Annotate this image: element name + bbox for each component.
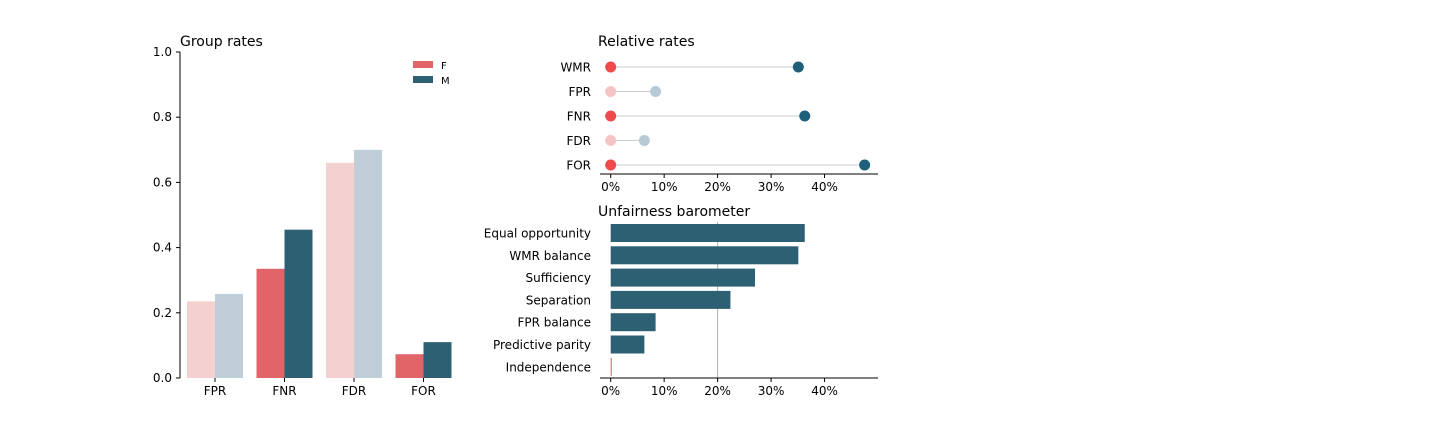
- bar-wmr-balance: [610, 246, 799, 265]
- unfairness-barometer-chart: Unfairness barometer Equal opportunity WM…: [484, 204, 878, 398]
- bar-fnr-f: [256, 268, 285, 378]
- bar-independence: [610, 357, 612, 376]
- bar-equal-opportunity: [610, 224, 805, 242]
- point-fnr-m: [799, 110, 811, 122]
- point-wmr-f: [605, 61, 617, 73]
- y-tick-label: 0.6: [153, 175, 172, 189]
- relative-rates-title: Relative rates: [598, 34, 695, 50]
- y-tick-label: 0.0: [153, 371, 172, 385]
- point-fpr-m: [650, 86, 662, 97]
- group-rates-chart: Group rates F M FPR FNR FDR FOR 0.0 0.2 0.4 0.6…: [153, 34, 452, 398]
- x-tick-label: 30%: [758, 384, 785, 398]
- point-for-f: [605, 159, 617, 171]
- y-tick-label: FDR: [567, 134, 591, 148]
- point-wmr-m: [792, 61, 804, 73]
- x-tick-label: 40%: [811, 384, 838, 398]
- point-fdr-f: [605, 135, 617, 146]
- point-fpr-f: [605, 86, 617, 97]
- y-tick-label: FPR: [569, 85, 591, 99]
- y-tick-label: WMR: [560, 61, 591, 75]
- legend-label-m: M: [441, 76, 450, 87]
- y-tick-label: 0.8: [153, 110, 172, 124]
- y-tick-label: Equal opportunity: [484, 227, 591, 241]
- bar-fpr-m: [215, 293, 243, 378]
- x-tick-label: FDR: [342, 384, 366, 398]
- bar-fpr-balance: [610, 313, 656, 332]
- point-for-m: [859, 159, 871, 171]
- bar-predictive-parity: [610, 335, 645, 354]
- x-tick-label: 10%: [651, 180, 678, 194]
- group-rates-legend: F M: [413, 61, 450, 87]
- y-tick-label: WMR balance: [509, 249, 591, 263]
- y-tick-label: FNR: [567, 110, 591, 124]
- bar-sufficiency: [610, 268, 756, 287]
- y-tick-label: 1.0: [153, 45, 172, 59]
- y-tick-label: FOR: [566, 159, 591, 173]
- x-tick-label: 40%: [811, 180, 838, 194]
- x-tick-label: 20%: [704, 384, 731, 398]
- group-rates-title: Group rates: [180, 34, 263, 50]
- unfairness-barometer-title: Unfairness barometer: [598, 204, 750, 220]
- y-tick-label: 0.2: [153, 306, 172, 320]
- bar-for-f: [395, 354, 424, 378]
- y-tick-label: FPR balance: [517, 316, 591, 330]
- bar-fdr-m: [354, 149, 382, 378]
- legend-swatch-m: [413, 76, 433, 83]
- x-tick-label: 20%: [704, 180, 731, 194]
- bar-fdr-f: [326, 162, 354, 378]
- y-tick-label: Predictive parity: [493, 338, 591, 352]
- y-tick-label: Separation: [526, 293, 591, 307]
- y-tick-label: 0.4: [153, 241, 172, 255]
- point-fdr-m: [638, 135, 650, 146]
- point-fnr-f: [605, 110, 617, 122]
- y-tick-label: Sufficiency: [526, 271, 591, 285]
- x-tick-label: 10%: [651, 384, 678, 398]
- legend-label-f: F: [441, 61, 447, 72]
- x-tick-label: FPR: [204, 384, 226, 398]
- x-tick-label: FOR: [411, 384, 436, 398]
- x-tick-label: 0%: [601, 180, 620, 194]
- bar-fpr-f: [187, 301, 215, 378]
- x-tick-label: FNR: [272, 384, 296, 398]
- bar-for-m: [423, 342, 452, 378]
- bar-separation: [610, 290, 731, 309]
- x-tick-label: 0%: [601, 384, 620, 398]
- y-tick-label: Independence: [506, 360, 591, 374]
- relative-rates-chart: Relative rates WMR FPR FNR FDR FOR 0% 10% 20% 30…: [560, 34, 878, 194]
- x-tick-label: 30%: [758, 180, 785, 194]
- legend-swatch-f: [413, 61, 433, 68]
- bar-fnr-m: [284, 229, 313, 378]
